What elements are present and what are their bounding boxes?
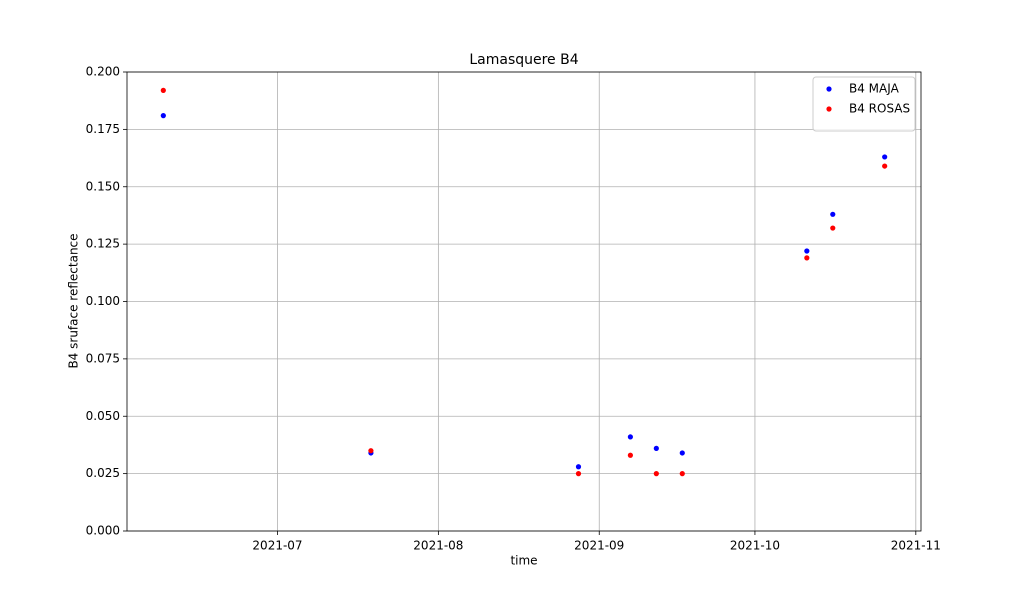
point: [160, 87, 166, 93]
x-tick-label: 2021-07: [252, 539, 302, 553]
point: [830, 225, 836, 231]
x-tick-label: 2021-10: [730, 539, 780, 553]
point: [653, 445, 659, 451]
y-tick-label: 0.000: [86, 524, 120, 538]
x-tick-label: 2021-09: [574, 539, 624, 553]
y-tick-label: 0.150: [86, 179, 120, 193]
legend-box: [812, 76, 916, 132]
point: [679, 471, 685, 477]
legend-marker: [826, 86, 832, 92]
x-tick-label: 2021-08: [413, 539, 463, 553]
y-tick-label: 0.025: [86, 466, 120, 480]
x-tick-label: 2021-11: [891, 539, 941, 553]
point: [368, 448, 374, 454]
legend-label: B4 ROSAS: [849, 102, 910, 116]
point: [575, 471, 582, 477]
point: [627, 434, 633, 440]
point: [882, 163, 888, 169]
point: [804, 248, 810, 254]
point: [627, 452, 633, 458]
y-tick-label: 0.075: [86, 351, 120, 365]
legend-label: B4 MAJA: [849, 82, 900, 96]
point: [160, 113, 166, 119]
point: [575, 464, 582, 470]
y-tick-label: 0.175: [86, 122, 120, 136]
chart-title: Lamasquere B4: [469, 52, 578, 68]
point: [653, 471, 659, 477]
y-tick-label: 0.100: [86, 294, 120, 308]
legend-marker: [826, 106, 832, 112]
point: [882, 154, 888, 160]
y-tick-label: 0.050: [86, 409, 120, 423]
y-tick-label: 0.125: [86, 237, 120, 251]
point: [679, 450, 685, 456]
plot-frame: [126, 71, 922, 532]
x-axis-label: time: [510, 554, 537, 568]
point: [830, 211, 836, 217]
y-axis-label: B4 sruface reflectance: [67, 233, 81, 368]
point: [804, 255, 810, 261]
y-tick-label: 0.200: [86, 65, 120, 79]
